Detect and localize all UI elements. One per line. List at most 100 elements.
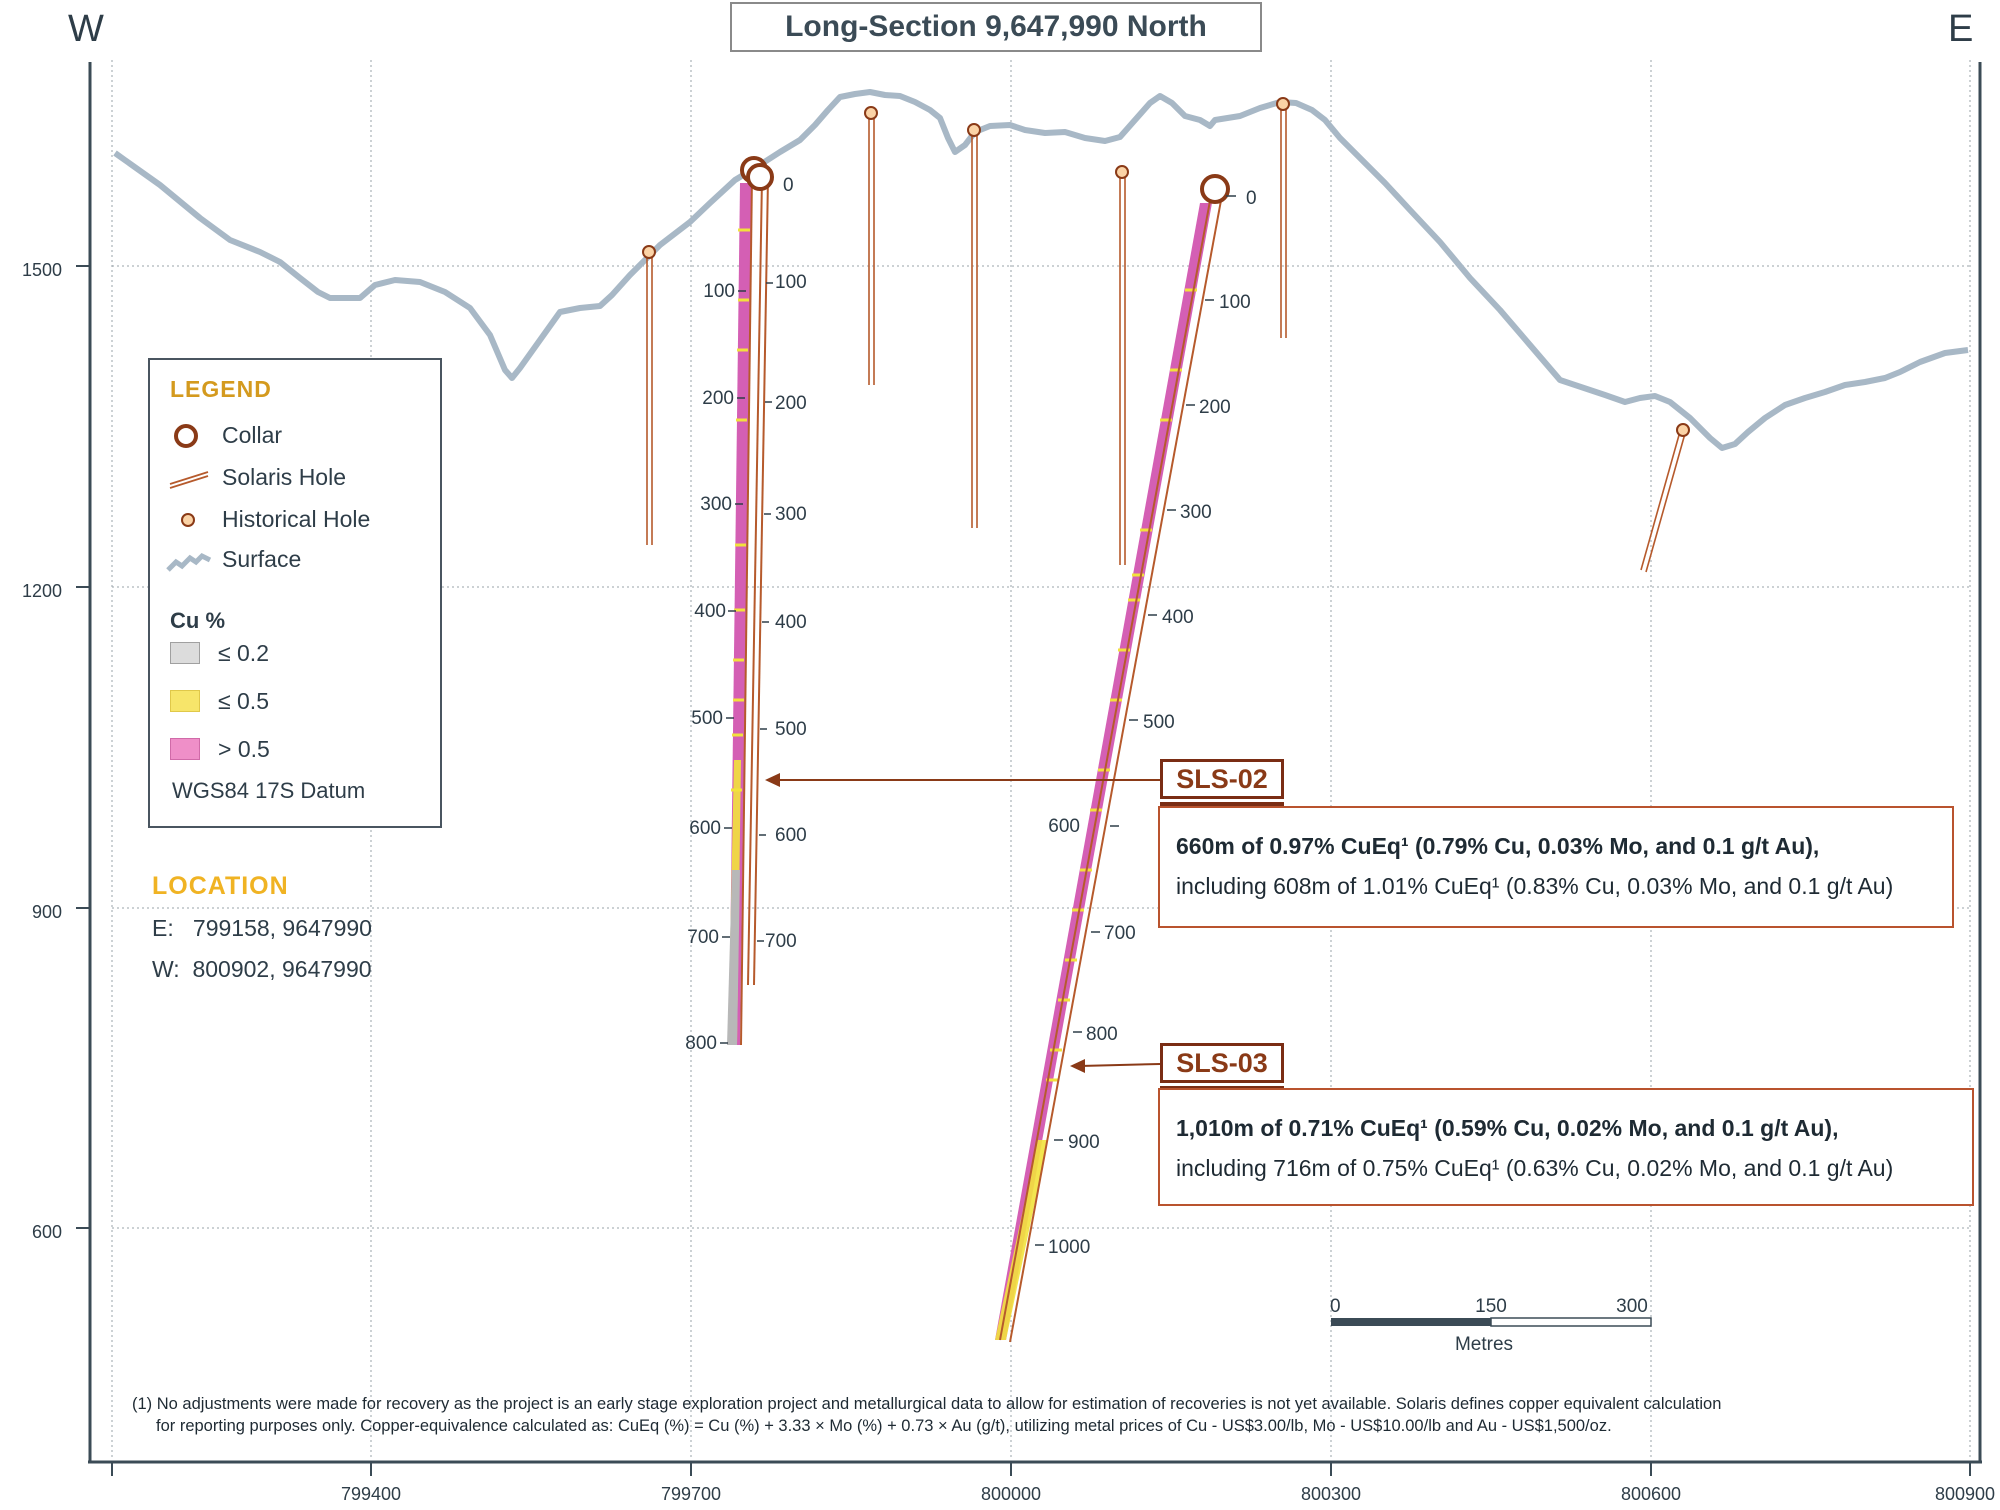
depth-label: 600: [689, 818, 721, 839]
legend-label: Collar: [222, 422, 283, 448]
collar-icon: [174, 424, 198, 448]
sls02-summary-sub: including 608m of 1.01% CuEq¹ (0.83% Cu,…: [1176, 873, 1894, 899]
sls02-summary-bold: 660m of 0.97% CuEq¹ (0.79% Cu, 0.03% Mo,…: [1176, 833, 1820, 859]
historical-hole-icon: [967, 123, 981, 137]
y-tick-label: 900: [32, 902, 62, 922]
x-tick-label: 799700: [661, 1484, 721, 1504]
depth-ticks: [1035, 195, 1236, 1246]
depth-label: 700: [687, 927, 719, 948]
depth-label: 700: [765, 931, 797, 952]
x-tick-marks: [111, 1462, 1971, 1476]
depth-label: 0: [1246, 188, 1257, 209]
sls02-summary: 660m of 0.97% CuEq¹ (0.79% Cu, 0.03% Mo,…: [1158, 806, 1954, 928]
footnote-line: for reporting purposes only. Copper-equi…: [156, 1417, 1612, 1435]
depth-label: 100: [1219, 292, 1251, 313]
swatch-mid: [170, 690, 200, 712]
historical-hole-icon: [1115, 165, 1129, 179]
y-tick-label: 600: [32, 1222, 62, 1242]
historical-collars: [642, 97, 1690, 437]
swatch-high: [170, 738, 200, 760]
depth-label: 700: [1104, 923, 1136, 944]
sls02-tag: SLS-02: [1160, 759, 1284, 799]
legend-panel: LEGEND Collar Solaris Hole Historical Ho…: [148, 358, 442, 828]
datum-label: WGS84 17S Datum: [172, 778, 366, 803]
surface-icon: [166, 552, 212, 572]
location-w-value: 800902, 9647990: [192, 956, 372, 982]
location-title: LOCATION: [152, 872, 289, 900]
scale-unit: Metres: [1455, 1334, 1513, 1355]
location-block: LOCATION E: 799158, 9647990 W: 800902, 9…: [152, 872, 372, 983]
collar-icon: [746, 163, 774, 191]
x-tick-label: 800000: [981, 1484, 1041, 1504]
scale-label: 150: [1475, 1296, 1507, 1317]
legend-label: Solaris Hole: [222, 464, 346, 490]
depth-label: 800: [685, 1033, 717, 1054]
sls03-summary: 1,010m of 0.71% CuEq¹ (0.59% Cu, 0.02% M…: [1158, 1088, 1974, 1206]
depth-label: 900: [1068, 1132, 1100, 1153]
x-tick-label: 800300: [1301, 1484, 1361, 1504]
depth-label: 100: [775, 272, 807, 293]
depth-label: 300: [775, 504, 807, 525]
legend-title: LEGEND: [170, 376, 272, 402]
depth-label: 600: [775, 825, 807, 846]
y-tick-label: 1200: [22, 581, 62, 601]
sls02-assay-column: [727, 183, 752, 1045]
sls02-tag-bar: [1160, 802, 1284, 808]
sls03-summary-sub: including 716m of 0.75% CuEq¹ (0.63% Cu,…: [1176, 1155, 1894, 1181]
location-e-value: 799158, 9647990: [192, 915, 372, 941]
legend-label: ≤ 0.5: [218, 688, 269, 714]
scale-label: 300: [1616, 1296, 1648, 1317]
depth-label: 300: [1180, 502, 1212, 523]
depth-label: 400: [1162, 607, 1194, 628]
solaris-hole-icon: [169, 471, 209, 489]
collar-icon: [1200, 174, 1230, 204]
depth-label: 400: [775, 612, 807, 633]
x-tick-label: 800600: [1621, 1484, 1681, 1504]
x-tick-label: 800900: [1935, 1484, 1995, 1504]
historical-hole-icon: [1676, 423, 1690, 437]
west-label: W: [68, 8, 104, 50]
scale-label: 0: [1330, 1296, 1341, 1317]
y-tick-label: 1500: [22, 260, 62, 280]
location-w-label: W:: [152, 956, 180, 982]
location-west: W: 800902, 9647990: [152, 956, 372, 983]
depth-ticks: [720, 282, 773, 1044]
footnote-line: (1) No adjustments were made for recover…: [132, 1395, 1722, 1413]
surface-profile: [113, 89, 1969, 451]
depth-label: 0: [783, 175, 794, 196]
depth-label: 500: [1143, 712, 1175, 733]
historical-hole-icon: [181, 513, 195, 527]
depth-label: 200: [1199, 397, 1231, 418]
depth-label: 1000: [1048, 1237, 1090, 1258]
depth-label: 100: [703, 281, 735, 302]
page-title: Long-Section 9,647,990 North: [730, 2, 1262, 52]
depth-label: 500: [691, 708, 723, 729]
callout-arrows: [765, 773, 1161, 1073]
sls03-traces: [999, 189, 1223, 1343]
legend-label: > 0.5: [218, 736, 270, 762]
legend-label: ≤ 0.2: [218, 640, 269, 666]
depth-label: 200: [702, 388, 734, 409]
footnote: (1) No adjustments were made for recover…: [132, 1393, 1932, 1437]
swatch-low: [170, 642, 200, 664]
historical-hole-icon: [864, 106, 878, 120]
historical-hole-icon: [1276, 97, 1290, 111]
location-e-label: E:: [152, 915, 174, 941]
scale-bar: [1331, 1317, 1652, 1327]
depth-label: 500: [775, 719, 807, 740]
y-tick-marks: [76, 265, 90, 1229]
depth-label: 300: [700, 494, 732, 515]
depth-label: 400: [694, 601, 726, 622]
depth-label: 600: [1048, 816, 1080, 837]
sls02-traces: [740, 174, 769, 1046]
historical-holes: [646, 104, 1687, 573]
depth-label: 800: [1086, 1024, 1118, 1045]
sls03-summary-bold: 1,010m of 0.71% CuEq¹ (0.59% Cu, 0.02% M…: [1176, 1115, 1839, 1141]
legend-label: Surface: [222, 546, 302, 572]
cu-title: Cu %: [170, 608, 225, 633]
east-label: E: [1948, 8, 1974, 50]
depth-label: 200: [775, 393, 807, 414]
historical-hole-icon: [642, 245, 656, 259]
sls03-tag: SLS-03: [1160, 1043, 1284, 1083]
